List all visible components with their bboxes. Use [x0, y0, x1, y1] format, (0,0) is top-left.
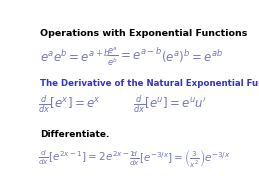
Text: $e^{a}e^{b} = e^{a+b}$: $e^{a}e^{b} = e^{a+b}$	[40, 49, 111, 65]
Text: $\frac{d}{dx}\left[e^{x}\right]= e^{x}$: $\frac{d}{dx}\left[e^{x}\right]= e^{x}$	[38, 93, 101, 115]
Text: The Derivative of the Natural Exponential Function: The Derivative of the Natural Exponentia…	[40, 79, 259, 88]
Text: Operations with Exponential Functions: Operations with Exponential Functions	[40, 29, 248, 37]
Text: $\frac{d}{dx}\left[e^{2x-1}\right]=2e^{2x-1}$: $\frac{d}{dx}\left[e^{2x-1}\right]=2e^{2…	[38, 148, 136, 167]
Text: $\frac{e^{a}}{e^{b}} = e^{a-b}$: $\frac{e^{a}}{e^{b}} = e^{a-b}$	[107, 45, 162, 68]
Text: $\left(e^{a}\right)^{b} = e^{ab}$: $\left(e^{a}\right)^{b} = e^{ab}$	[161, 48, 223, 65]
Text: $\frac{d}{dx}\left[e^{u}\right]= e^{u}u'$: $\frac{d}{dx}\left[e^{u}\right]= e^{u}u'…	[133, 93, 207, 115]
Text: $\frac{d}{dx}\left[e^{-3/x}\right]=\left(\frac{3}{x^{2}}\right)e^{-3/x}$: $\frac{d}{dx}\left[e^{-3/x}\right]=\left…	[129, 147, 231, 169]
Text: Differentiate.: Differentiate.	[40, 130, 110, 139]
